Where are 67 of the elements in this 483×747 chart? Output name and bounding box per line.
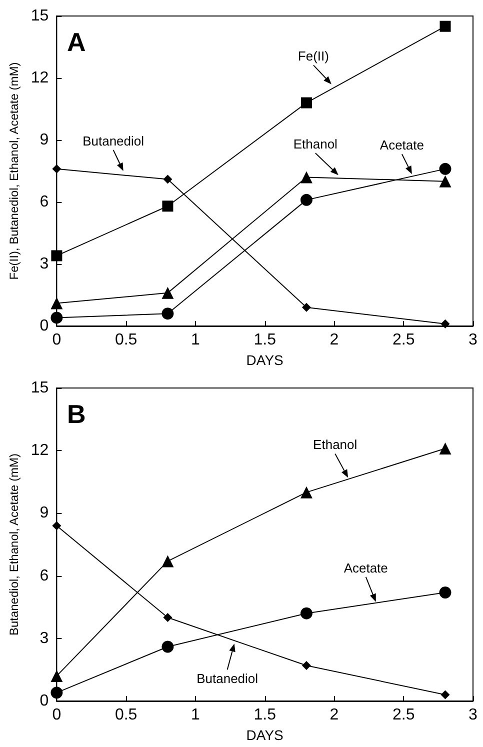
point (163, 174, 172, 184)
y-tick-label: 9 (40, 504, 49, 522)
y-tick-label: 12 (30, 70, 49, 86)
point (50, 312, 63, 324)
point (300, 194, 312, 206)
point (52, 164, 62, 174)
x-tick-label: 1 (191, 332, 200, 348)
x-tick-label: 3 (468, 332, 478, 348)
annotation: Acetate (344, 560, 388, 576)
point (439, 162, 452, 175)
annotation: Ethanol (293, 136, 338, 152)
y-tick-label: 0 (40, 318, 49, 334)
y-tick-label: 0 (40, 692, 49, 710)
point (300, 97, 312, 108)
x-tick-label: 0 (52, 706, 62, 724)
x-tick-label: 2 (330, 706, 339, 724)
point (439, 586, 452, 598)
y-tick-label: 9 (40, 132, 49, 148)
point (439, 442, 452, 455)
x-tick-label: 3 (468, 706, 478, 724)
x-tick-label: 1 (191, 706, 200, 724)
x-tick-label: 2 (330, 332, 339, 348)
point (440, 20, 451, 32)
point (50, 670, 63, 682)
annotation: Butanediol (196, 671, 258, 686)
y-axis-title: Butanediol, Ethanol, Acetate (mM) (7, 453, 21, 636)
point (300, 486, 312, 498)
y-tick-label: 12 (30, 442, 49, 460)
x-tick-label: 2.5 (392, 706, 415, 724)
point (52, 521, 62, 530)
y-tick-label: 3 (40, 630, 49, 647)
point (162, 308, 174, 320)
point (163, 613, 172, 622)
point (162, 555, 174, 568)
x-tick-label: 0.5 (114, 332, 138, 348)
y-tick-label: 3 (40, 256, 49, 272)
point (440, 319, 450, 328)
x-axis-title: DAYS (246, 726, 284, 743)
y-axis-title: Fe(II), Butanediol, Ethanol, Acetate (mM) (7, 62, 21, 280)
point (302, 302, 311, 312)
x-tick-label: 0.5 (114, 706, 138, 724)
point (162, 200, 174, 212)
point (162, 640, 174, 653)
chart-title: B (67, 399, 86, 429)
point (300, 607, 312, 620)
point (440, 690, 450, 700)
point (51, 250, 62, 262)
y-tick-label: 15 (30, 380, 49, 396)
chart-title: A (67, 27, 86, 57)
x-tick-label: 2.5 (392, 332, 415, 348)
x-tick-label: 1.5 (254, 706, 276, 724)
point (50, 297, 63, 310)
y-tick-label: 15 (30, 8, 49, 24)
point (300, 171, 312, 184)
x-tick-label: 1.5 (254, 332, 276, 348)
y-tick-label: 6 (40, 567, 49, 584)
annotation: Butanediol (82, 134, 144, 148)
y-tick-label: 6 (40, 194, 49, 210)
annotation: Fe(II) (298, 48, 329, 64)
point (50, 686, 63, 699)
annotation: Ethanol (313, 437, 358, 452)
point (302, 661, 311, 670)
x-axis-title: DAYS (246, 352, 284, 368)
x-tick-label: 0 (52, 332, 62, 348)
point (162, 286, 174, 299)
annotation: Acetate (380, 138, 424, 153)
point (439, 175, 452, 188)
